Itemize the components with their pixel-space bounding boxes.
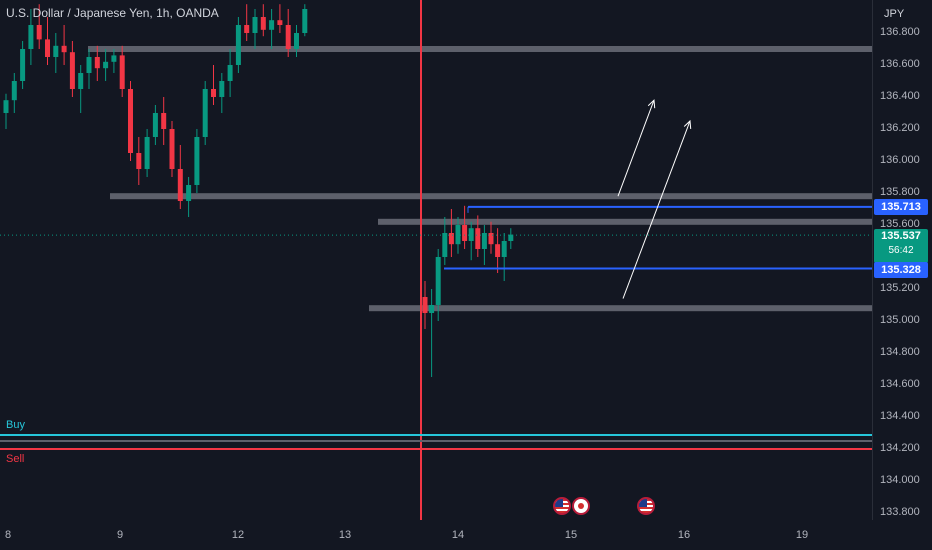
sell-order-label[interactable]: Sell: [6, 453, 25, 465]
candle-body: [422, 297, 428, 313]
level-upper-badge: 135.713: [874, 199, 928, 215]
price-tick: 133.800: [880, 506, 920, 518]
level-lower-badge: 135.328: [874, 262, 928, 278]
candle-body: [488, 233, 494, 245]
last-price-badge: 135.537 56:42: [874, 229, 928, 263]
symbol-title[interactable]: U.S. Dollar / Japanese Yen, 1h, OANDA: [6, 6, 219, 20]
price-tick: 135.800: [880, 186, 920, 198]
candle-body: [269, 20, 275, 30]
candle-body: [462, 225, 468, 241]
candle-body: [53, 45, 59, 57]
candle-body: [103, 61, 109, 69]
time-tick: 12: [231, 529, 245, 541]
price-tick: 134.800: [880, 346, 920, 358]
price-tick: 134.200: [880, 442, 920, 454]
resistance-zone: [110, 193, 872, 200]
candle-body: [252, 17, 258, 33]
candle-body: [429, 305, 435, 313]
time-tick: 8: [4, 529, 12, 541]
candle-body: [61, 45, 67, 53]
candle-body: [455, 225, 461, 245]
candle-body: [186, 185, 192, 201]
candle-body: [481, 233, 487, 249]
price-tick: 136.600: [880, 58, 920, 70]
candle-body: [128, 89, 133, 153]
candle-body: [468, 228, 474, 241]
candle-body: [219, 81, 225, 97]
candle-body: [244, 25, 250, 33]
candle-body: [119, 55, 125, 89]
candle-body: [435, 257, 441, 305]
candle-body: [45, 39, 50, 57]
time-tick: 13: [338, 529, 352, 541]
price-tick: 134.000: [880, 474, 920, 486]
time-tick: 14: [451, 529, 465, 541]
price-tick: 136.400: [880, 90, 920, 102]
candle-body: [20, 49, 26, 81]
candle-body: [94, 57, 100, 69]
resistance-zone: [378, 218, 872, 225]
candle-body: [442, 233, 448, 257]
price-tick: 135.000: [880, 314, 920, 326]
price-tick: 136.000: [880, 154, 920, 166]
candle-body: [136, 153, 142, 169]
candle-body: [78, 73, 84, 89]
us-flag-icon[interactable]: [637, 497, 655, 515]
candle-body: [202, 89, 208, 137]
candle-body: [11, 81, 17, 101]
candle-body: [235, 25, 241, 65]
candle-body: [277, 20, 283, 25]
resistance-zone: [88, 46, 872, 52]
trend-arrow: [617, 100, 655, 197]
time-tick: 16: [677, 529, 691, 541]
bar-countdown: 56:42: [888, 245, 914, 256]
time-tick: 9: [116, 529, 124, 541]
time-tick: 19: [795, 529, 809, 541]
candle-body: [448, 233, 454, 245]
candle-body: [194, 137, 200, 185]
candle-body: [475, 228, 481, 249]
time-tick: 15: [564, 529, 578, 541]
trend-arrow: [622, 120, 691, 299]
candle-body: [3, 100, 9, 113]
jp-flag-icon[interactable]: [572, 497, 590, 515]
candle-body: [177, 169, 183, 201]
price-tick: 135.600: [880, 218, 920, 230]
candle-body: [227, 65, 233, 81]
price-axis-separator: [872, 0, 873, 520]
candle-body: [36, 25, 42, 40]
candle-body: [28, 25, 34, 49]
candle-body: [302, 9, 308, 33]
candle-body: [508, 234, 514, 241]
last-price-value: 135.537: [881, 230, 921, 242]
resistance-zone: [369, 305, 872, 312]
price-tick: 134.600: [880, 378, 920, 390]
candle-body: [86, 57, 92, 73]
candle-body: [152, 113, 158, 137]
candle-body: [294, 33, 299, 49]
candle-body: [144, 137, 150, 169]
candle-body: [211, 89, 216, 97]
currency-label[interactable]: JPY: [884, 8, 905, 20]
price-tick: 136.200: [880, 122, 920, 134]
price-tick: 136.800: [880, 26, 920, 38]
candle-body: [111, 55, 117, 62]
buy-order-label[interactable]: Buy: [6, 419, 25, 431]
trend-arrow-head: [647, 99, 656, 109]
candle-body: [501, 241, 507, 257]
candle-body: [161, 113, 167, 129]
candle-body: [69, 52, 75, 89]
us-flag-icon[interactable]: [553, 497, 571, 515]
trend-arrow-head: [683, 119, 692, 130]
candle-body: [260, 17, 266, 30]
candle-body: [285, 25, 291, 49]
price-tick: 134.400: [880, 410, 920, 422]
candle-body: [495, 244, 501, 257]
price-tick: 135.200: [880, 282, 920, 294]
candle-body: [169, 129, 175, 169]
